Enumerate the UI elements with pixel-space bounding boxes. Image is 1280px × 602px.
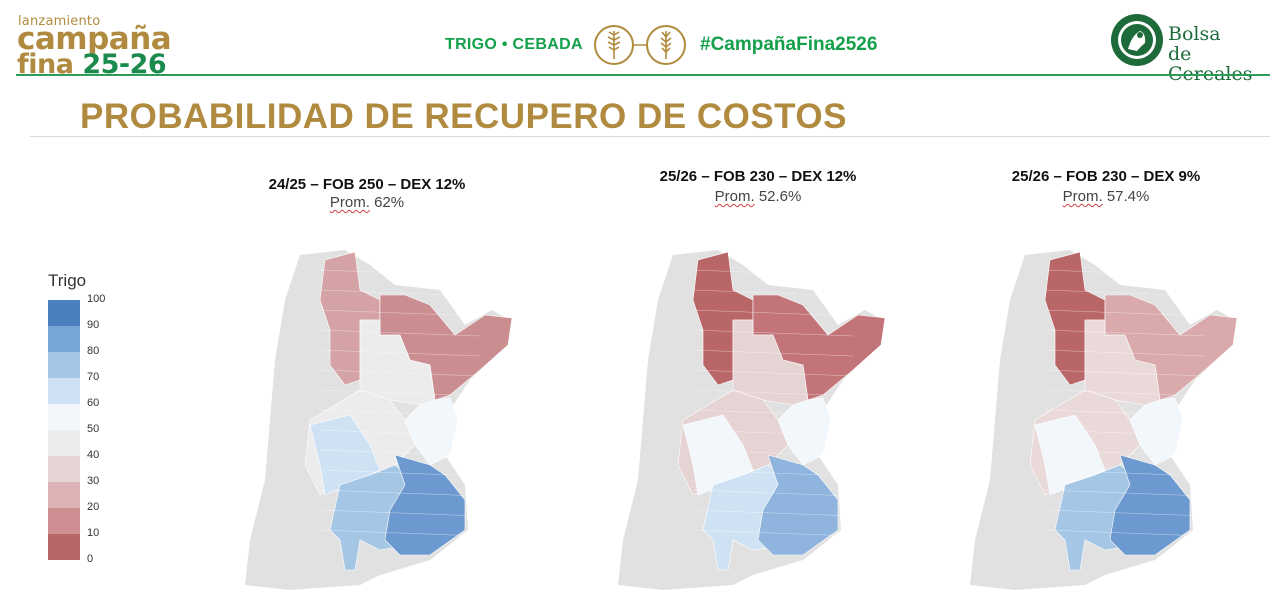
map-department-border xyxy=(319,409,481,417)
map-3-average-value: 57.4% xyxy=(1106,188,1150,205)
logo-subtitle: lanzamiento xyxy=(18,14,101,29)
barley-icon xyxy=(646,25,686,65)
map-department-border xyxy=(319,369,481,377)
map-department-border xyxy=(319,469,481,477)
map-2-average-label: Prom. xyxy=(714,188,755,205)
map-department-border xyxy=(1044,489,1206,497)
legend-label: 80 xyxy=(87,345,100,357)
map-department-border xyxy=(319,489,481,497)
legend-swatch-20-30 xyxy=(48,482,80,508)
legend-label: 50 xyxy=(87,423,100,435)
map-department-border xyxy=(692,269,854,277)
map-department-border xyxy=(692,389,854,397)
map-1-average: Prom. 62% xyxy=(217,194,517,211)
bolsa-de-cereales-seal-icon xyxy=(1111,14,1163,66)
map-2-average-value: 52.6% xyxy=(758,188,802,205)
map-department-border xyxy=(692,509,854,517)
legend-swatch-30-40 xyxy=(48,456,80,482)
legend-label: 20 xyxy=(87,501,100,513)
legend-label: 70 xyxy=(87,371,100,383)
map-department-border xyxy=(319,529,481,537)
map-department-border xyxy=(1044,349,1206,357)
map-department-border xyxy=(1044,289,1206,297)
map-region-south-east xyxy=(384,454,466,556)
map-department-border xyxy=(319,389,481,397)
map-department-border xyxy=(692,309,854,317)
legend-swatch-70-80 xyxy=(48,352,80,378)
legend-label: 90 xyxy=(87,319,100,331)
map-3-average-label: Prom. xyxy=(1062,188,1103,205)
legend-swatch-50-60 xyxy=(48,404,80,430)
map-3 xyxy=(970,250,1238,590)
map-department-border xyxy=(1044,509,1206,517)
map-department-border xyxy=(1044,409,1206,417)
map-region-south-east xyxy=(757,454,839,556)
map-department-border xyxy=(692,429,854,437)
org-name-line2: de Cereales xyxy=(1168,43,1253,85)
legend-label: 100 xyxy=(87,293,106,305)
map-department-border xyxy=(692,289,854,297)
legend-label: 0 xyxy=(87,553,94,565)
map-department-border xyxy=(319,509,481,517)
map-3-average: Prom. 57.4% xyxy=(956,188,1256,205)
legend-label: 40 xyxy=(87,449,100,461)
map-department-border xyxy=(692,349,854,357)
hashtag: #CampañaFina2526 xyxy=(700,34,878,55)
map-2-average: Prom. 52.6% xyxy=(608,188,908,205)
map-1-average-value: 62% xyxy=(374,194,405,211)
legend-swatch-40-50 xyxy=(48,430,80,456)
map-1-title: 24/25 – FOB 250 – DEX 12% xyxy=(268,176,466,193)
map-2 xyxy=(618,250,886,590)
page-title: PROBABILIDAD DE RECUPERO DE COSTOS xyxy=(80,97,847,136)
legend-swatch-0-10 xyxy=(48,534,80,560)
map-department-border xyxy=(319,309,481,317)
legend-swatch-10-20 xyxy=(48,508,80,534)
logo-years: 25-26 xyxy=(82,49,167,80)
map-1-average-label: Prom. xyxy=(329,194,370,211)
map-department-border xyxy=(692,449,854,457)
map-department-border xyxy=(319,349,481,357)
logo-fina-word: fina xyxy=(17,49,74,80)
map-department-border xyxy=(319,449,481,457)
map-1 xyxy=(245,250,513,590)
legend-swatch-80-90 xyxy=(48,326,80,352)
crop-text: TRIGO • CEBADA xyxy=(445,36,583,53)
map-department-border xyxy=(1044,529,1206,537)
title-divider xyxy=(30,136,1270,137)
map-department-border xyxy=(1044,269,1206,277)
map-department-border xyxy=(1044,309,1206,317)
map-department-border xyxy=(319,289,481,297)
map-department-border xyxy=(1044,469,1206,477)
legend-swatch-60-70 xyxy=(48,378,80,404)
map-department-border xyxy=(692,329,854,337)
wheat-icon xyxy=(594,25,634,65)
legend-label: 10 xyxy=(87,527,100,539)
map-department-border xyxy=(319,329,481,337)
legend-swatch-90-100 xyxy=(48,300,80,326)
map-department-border xyxy=(1044,429,1206,437)
map-department-border xyxy=(319,429,481,437)
crop-icons xyxy=(594,25,686,65)
map-3-title: 25/26 – FOB 230 – DEX 9% xyxy=(1011,168,1201,185)
org-name-line1: Bolsa xyxy=(1168,23,1221,45)
legend-title: Trigo xyxy=(48,271,87,290)
map-department-border xyxy=(1044,449,1206,457)
logo-campaign-word: campaña xyxy=(17,21,172,57)
map-department-border xyxy=(1044,329,1206,337)
map-department-border xyxy=(692,489,854,497)
map-region-south-east xyxy=(1109,454,1191,556)
header-divider xyxy=(16,74,1270,76)
map-department-border xyxy=(692,369,854,377)
map-department-border xyxy=(1044,389,1206,397)
map-department-border xyxy=(692,529,854,537)
map-department-border xyxy=(319,269,481,277)
map-department-border xyxy=(692,409,854,417)
legend-label: 30 xyxy=(87,475,100,487)
map-2-title: 25/26 – FOB 230 – DEX 12% xyxy=(659,168,857,185)
map-department-border xyxy=(692,469,854,477)
map-department-border xyxy=(1044,369,1206,377)
logo-campaign-line2: fina 25-26 xyxy=(17,49,167,80)
legend-color-bar xyxy=(48,300,80,560)
legend-label: 60 xyxy=(87,397,100,409)
